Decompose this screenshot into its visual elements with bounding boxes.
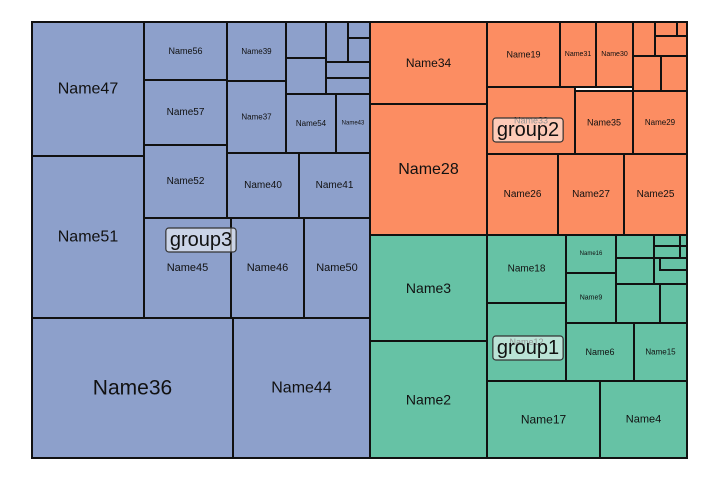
treemap-cell-name19	[486, 21, 561, 88]
treemap-cell-g2-small-4	[654, 35, 688, 57]
treemap-cell-g2-small-5	[632, 55, 662, 92]
cell-label-name34: Name34	[406, 56, 452, 70]
treemap-cell-g3-small-1	[285, 21, 327, 59]
treemap-cell-g2-small-1	[632, 21, 656, 57]
cell-label-name57: Name57	[167, 107, 205, 118]
cell-label-name17: Name17	[521, 413, 567, 427]
treemap-cell-name37	[226, 80, 287, 154]
cell-label-name46: Name46	[247, 262, 289, 274]
treemap-cell-g3-small-6	[325, 61, 371, 79]
cell-label-name16: Name16	[580, 251, 603, 257]
group-label-box-group1	[492, 335, 564, 361]
treemap-cell-g3-small-4	[347, 21, 371, 39]
cell-label-name9: Name9	[580, 295, 603, 302]
treemap-cell-name26	[486, 153, 559, 236]
cell-label-name19: Name19	[506, 50, 540, 60]
treemap-cell-g2-small-6	[660, 55, 688, 92]
treemap-cell-g3-small-3	[325, 21, 349, 63]
cell-label-name31: Name31	[565, 51, 592, 58]
treemap-cell-g1-small-9	[679, 245, 688, 259]
cell-label-name56: Name56	[168, 46, 202, 56]
treemap-cell-name3	[369, 234, 488, 342]
cell-label-name3: Name3	[406, 280, 451, 296]
treemap-cell-name15	[633, 322, 688, 382]
cell-label-name47: Name47	[58, 81, 119, 98]
cell-label-name37: Name37	[241, 113, 272, 122]
cell-label-name36: Name36	[93, 377, 172, 400]
treemap-cell-g3-small-2	[285, 57, 327, 95]
cell-label-name45: Name45	[167, 262, 209, 274]
cell-label-name40: Name40	[244, 180, 282, 191]
treemap-cell-name47	[31, 21, 145, 157]
cell-label-name27: Name27	[572, 189, 610, 200]
cell-label-name2: Name2	[406, 392, 451, 408]
treemap-cell-name16	[565, 234, 617, 274]
treemap-group-labels: group3 group2 group1	[165, 117, 564, 361]
cell-label-name6: Name6	[585, 347, 614, 357]
treemap-cell-g1-small-6	[615, 283, 661, 324]
treemap-cell-g1-small-7	[659, 283, 688, 324]
cell-label-name39: Name39	[241, 47, 272, 56]
group-label-text-group2: group2	[497, 119, 559, 141]
treemap-cell-name51	[31, 155, 145, 319]
treemap-frame	[31, 21, 688, 459]
cell-label-name54: Name54	[296, 119, 327, 128]
group-label-box-group3	[165, 227, 237, 253]
treemap-cell-name28	[369, 103, 488, 236]
treemap-cell-name40	[226, 152, 300, 219]
treemap-cell-name27	[557, 153, 625, 236]
cell-label-name41: Name41	[316, 180, 354, 191]
treemap-cell-name30	[595, 21, 634, 88]
group-label-text-group3: group3	[170, 229, 232, 251]
treemap-cell-name57	[143, 79, 228, 146]
cell-label-name18: Name18	[508, 264, 546, 275]
treemap-cell-g2-small-3	[676, 21, 688, 37]
treemap-cell-g3-small-5	[347, 37, 371, 63]
treemap-cell-g2-small-2	[654, 21, 678, 37]
cell-label-name30: Name30	[601, 51, 628, 58]
cell-label-name51: Name51	[58, 229, 119, 246]
treemap-cell-name34	[369, 21, 488, 105]
treemap-cells	[31, 21, 688, 459]
treemap-cell-g1-small-4	[615, 257, 655, 285]
treemap-cell-name44	[232, 317, 371, 459]
cell-label-name28: Name28	[398, 161, 459, 178]
group-label-box-group2	[492, 117, 564, 143]
cell-label-name52: Name52	[167, 176, 205, 187]
group-label-group2: group2	[492, 117, 564, 143]
treemap-cell-name36	[31, 317, 234, 459]
treemap-cell-g1-small-8	[659, 257, 688, 271]
group-label-group3: group3	[165, 227, 237, 253]
treemap-cell-name46	[230, 217, 305, 319]
group-label-group1: group1	[492, 335, 564, 361]
cell-label-name29: Name29	[645, 118, 676, 127]
treemap-cell-g3-small-7	[325, 77, 371, 95]
treemap-cell-name17	[486, 380, 601, 459]
treemap-cell-g1-small-1	[615, 234, 655, 259]
cell-label-name43: Name43	[342, 121, 365, 127]
treemap-cell-labels: Name47 Name51 Name36 Name44 Name56 Name57 Name…	[58, 46, 676, 427]
cell-label-name25: Name25	[637, 189, 675, 200]
cell-label-name35: Name35	[587, 118, 621, 128]
cell-label-name4: Name4	[626, 414, 661, 426]
treemap-cell-name50	[303, 217, 371, 319]
cell-label-name26: Name26	[504, 189, 542, 200]
cell-label-name44: Name44	[271, 380, 332, 397]
cell-label-name15: Name15	[645, 348, 676, 357]
treemap-cell-g1-small-10	[653, 245, 681, 259]
cell-label-name50: Name50	[316, 262, 358, 274]
group-label-text-group1: group1	[497, 337, 559, 359]
